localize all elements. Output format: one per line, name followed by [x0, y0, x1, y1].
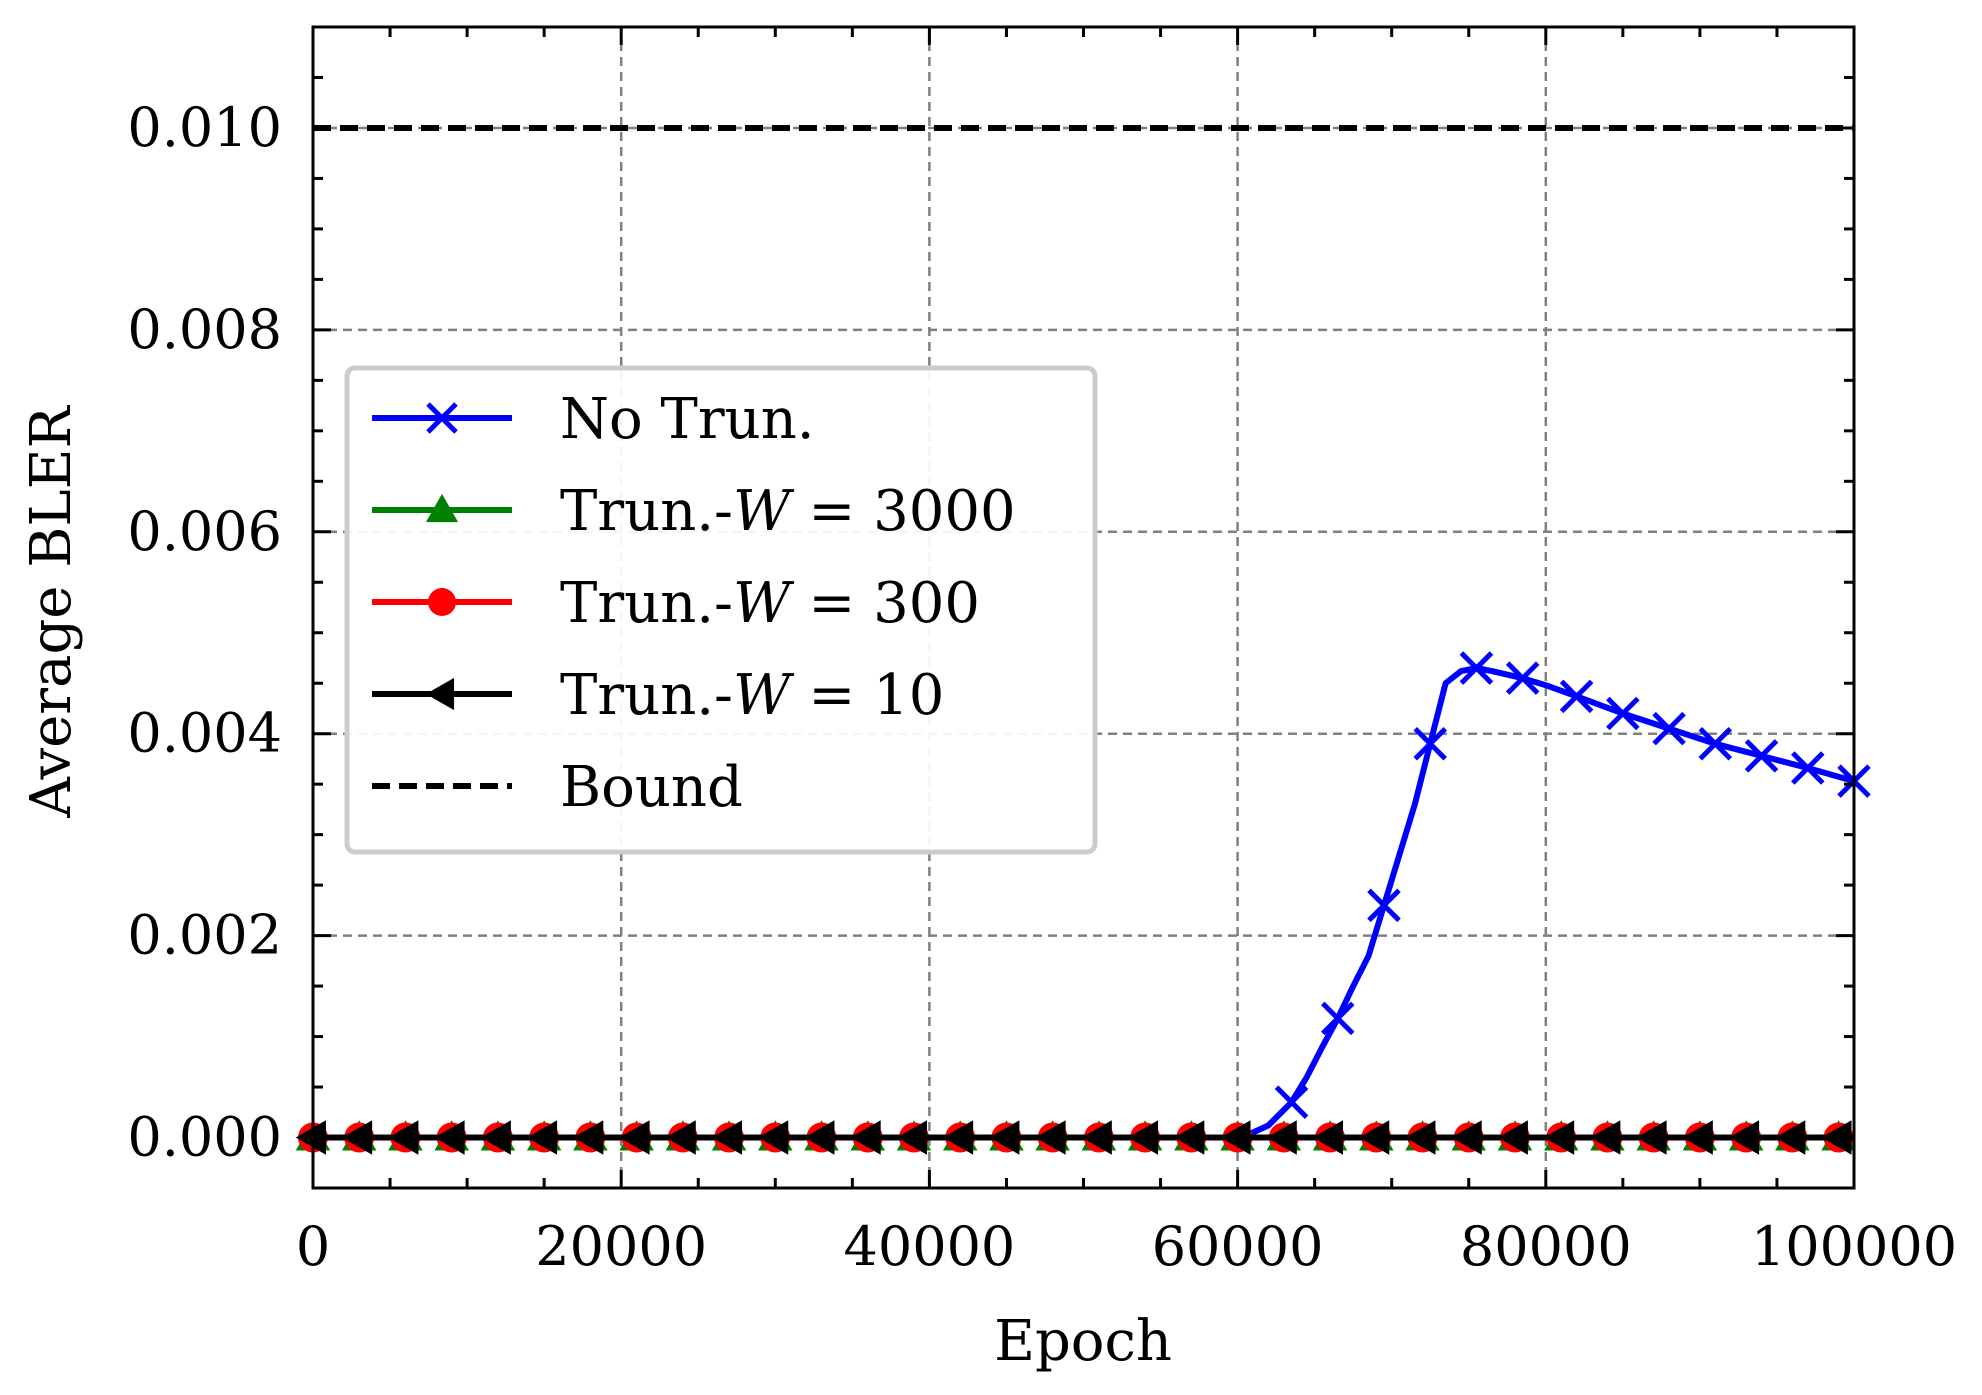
point-trun-w-10-0 — [295, 1120, 326, 1155]
point-trun-w-10-15 — [989, 1120, 1020, 1155]
point-trun-w-10-6 — [573, 1120, 604, 1155]
point-trun-w-10-7 — [619, 1120, 650, 1155]
point-trun-w-10-16 — [1035, 1120, 1066, 1155]
legend-entry-bound: Bound — [372, 755, 743, 820]
point-trun-w-10-11 — [804, 1120, 835, 1155]
x-tick-label-1: 20000 — [535, 1215, 707, 1278]
point-trun-w-10-20 — [1220, 1120, 1251, 1155]
point-no-trun-10 — [1744, 739, 1779, 773]
legend-label: Trun.-W = 10 — [560, 663, 944, 728]
legend-marker — [425, 493, 459, 523]
point-trun-w-10-12 — [850, 1120, 881, 1155]
point-trun-w-10-10 — [758, 1120, 789, 1155]
legend-marker — [425, 677, 455, 711]
x-tick-label-5: 100000 — [1751, 1215, 1957, 1278]
legend-marker — [428, 588, 456, 616]
x-tick-label-2: 40000 — [844, 1215, 1016, 1278]
point-trun-w-10-32 — [1775, 1120, 1806, 1155]
point-trun-w-10-14 — [942, 1120, 974, 1155]
point-no-trun-11 — [1791, 751, 1825, 785]
y-tick-label-4: 0.008 — [127, 298, 282, 361]
plot-series — [295, 125, 1871, 1155]
point-trun-w-10-27 — [1543, 1120, 1575, 1155]
point-trun-w-10-31 — [1728, 1120, 1760, 1155]
point-trun-w-10-24 — [1405, 1120, 1436, 1155]
point-trun-w-10-4 — [480, 1120, 511, 1155]
legend-entry-no-trun: No Trun. — [372, 387, 815, 452]
point-trun-w-10-18 — [1127, 1120, 1159, 1155]
y-tick-label-2: 0.004 — [127, 702, 282, 765]
y-tick-label-0: 0.000 — [127, 1106, 282, 1169]
point-trun-w-10-26 — [1497, 1120, 1528, 1155]
x-axis-label: Epoch — [994, 1309, 1172, 1374]
legend-label: Bound — [560, 755, 743, 820]
legend-box — [344, 365, 1098, 855]
legend-entry-trun-w-3000: Trun.-W = 3000 — [372, 479, 1016, 544]
x-tick-label-4: 80000 — [1460, 1215, 1632, 1278]
point-trun-w-10-9 — [711, 1120, 743, 1155]
axis-ticks — [311, 25, 1856, 1190]
point-no-trun-9 — [1698, 727, 1733, 761]
point-trun-w-10-22 — [1312, 1120, 1343, 1155]
legend-label: Trun.-W = 300 — [560, 571, 980, 636]
point-trun-w-10-5 — [526, 1120, 558, 1155]
point-trun-w-10-19 — [1174, 1120, 1205, 1155]
point-no-trun-0 — [1274, 1085, 1309, 1119]
point-no-trun-5 — [1505, 661, 1540, 695]
point-trun-w-10-3 — [434, 1120, 465, 1155]
y-tick-label-3: 0.006 — [127, 500, 282, 563]
x-tick-label-0: 0 — [296, 1215, 330, 1278]
point-no-trun-2 — [1367, 888, 1401, 923]
point-trun-w-10-2 — [388, 1120, 419, 1155]
x-tick-label-3: 60000 — [1152, 1215, 1324, 1278]
point-trun-w-10-8 — [665, 1120, 696, 1155]
point-trun-w-10-17 — [1081, 1120, 1112, 1155]
legend-label: No Trun. — [560, 387, 815, 452]
point-trun-w-10-29 — [1636, 1120, 1667, 1155]
y-tick-label-5: 0.010 — [127, 96, 282, 159]
point-no-trun-3 — [1413, 727, 1447, 761]
point-trun-w-10-21 — [1266, 1120, 1297, 1155]
legend-label: Trun.-W = 3000 — [560, 479, 1016, 544]
point-no-trun-1 — [1320, 1001, 1355, 1036]
point-no-trun-8 — [1652, 711, 1686, 746]
point-no-trun-7 — [1606, 696, 1640, 731]
point-trun-w-10-25 — [1451, 1120, 1482, 1155]
point-trun-w-10-30 — [1682, 1120, 1713, 1155]
point-trun-w-10-13 — [896, 1120, 927, 1155]
legend-marker — [426, 402, 458, 434]
tick-labels: 0 20000 40000 60000 80000 100000 0.000 0.002 0.0… — [127, 96, 1957, 1278]
point-no-trun-4 — [1459, 651, 1494, 685]
y-axis-label: Average BLER — [19, 405, 84, 819]
point-trun-w-10-28 — [1590, 1120, 1621, 1155]
legend-entry-trun-w-300: Trun.-W = 300 — [372, 571, 980, 636]
point-no-trun-6 — [1559, 679, 1594, 714]
y-tick-label-1: 0.002 — [127, 904, 282, 967]
series-trun-w-10 — [295, 1120, 1854, 1155]
point-trun-w-10-23 — [1359, 1120, 1390, 1155]
point-trun-w-10-1 — [341, 1120, 373, 1155]
legend-entry-trun-w-10: Trun.-W = 10 — [372, 663, 944, 728]
legend: No Trun. Trun.-W = 3000 Trun.-W = 300 Trun.… — [344, 365, 1098, 855]
